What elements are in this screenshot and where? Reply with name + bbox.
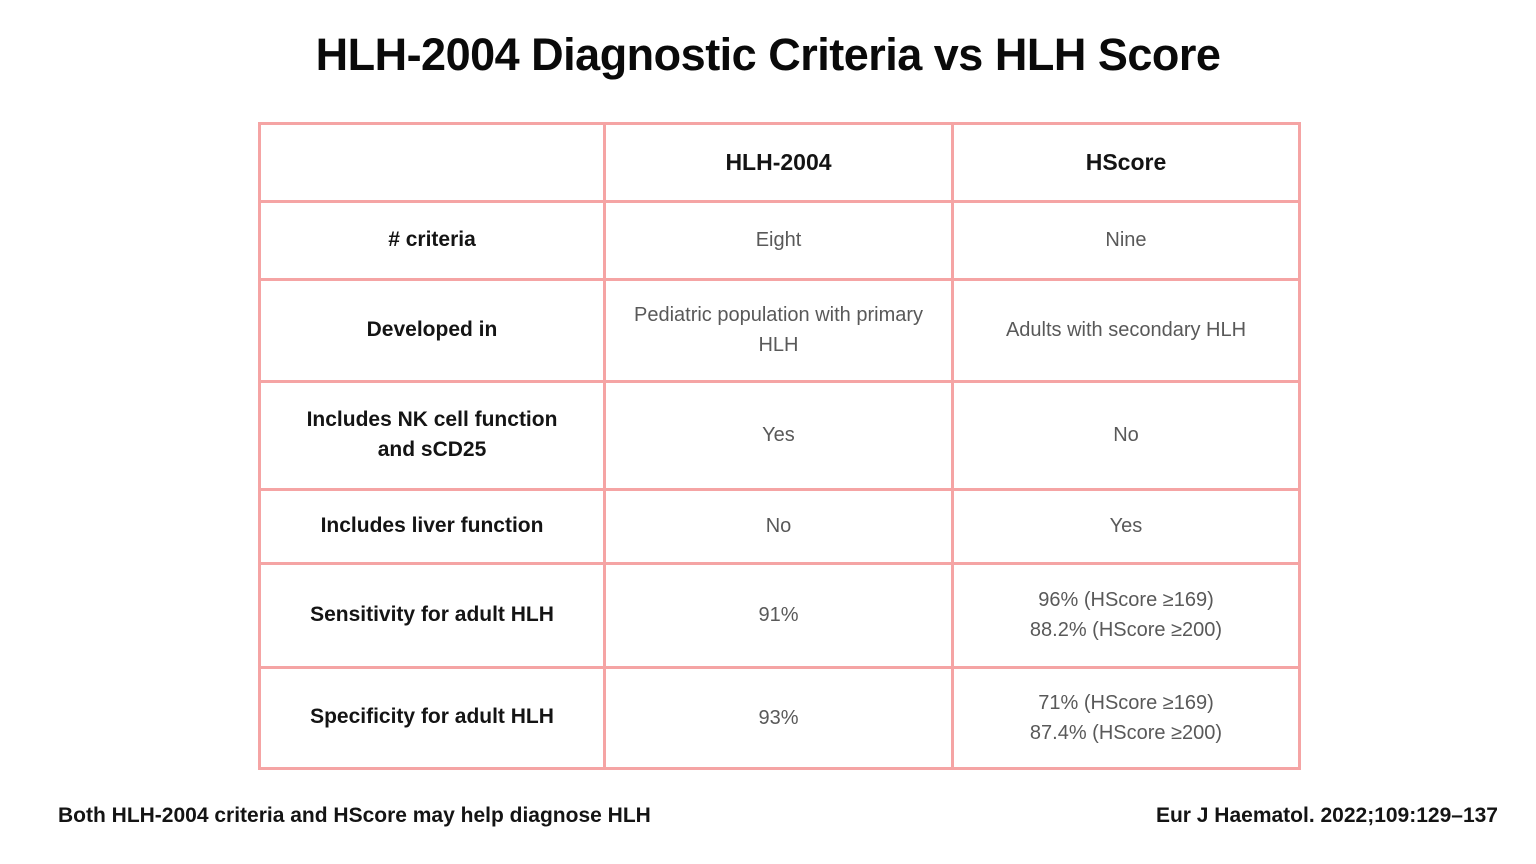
footer: Both HLH-2004 criteria and HScore may he… bbox=[0, 804, 1536, 828]
table-cell-hscore: No bbox=[951, 379, 1301, 491]
table-cell-hlh2004: Yes bbox=[603, 379, 954, 491]
row-label: Includes liver function bbox=[258, 487, 606, 565]
corner-cell bbox=[258, 121, 606, 203]
column-header-hscore: HScore bbox=[951, 121, 1301, 203]
row-label: Developed in bbox=[258, 277, 606, 383]
column-header-hlh2004: HLH-2004 bbox=[603, 121, 954, 203]
page-title: HLH-2004 Diagnostic Criteria vs HLH Scor… bbox=[315, 29, 1221, 80]
takeaway-text: Both HLH-2004 criteria and HScore may he… bbox=[58, 803, 651, 827]
table-header-row: HLH-2004 HScore bbox=[258, 121, 1301, 203]
citation-text: Eur J Haematol. 2022;109:129–137 bbox=[1155, 803, 1498, 827]
table-row: Includes liver function No Yes bbox=[258, 487, 1301, 565]
table-cell-hscore: Adults with secondary HLH bbox=[951, 277, 1301, 383]
table-row: Sensitivity for adult HLH 91% 96% (HScore … bbox=[258, 561, 1301, 669]
table-cell-hlh2004: Eight bbox=[603, 199, 954, 281]
row-label: Includes NK cell function and sCD25 bbox=[258, 379, 606, 491]
table-cell-hscore: 96% (HScore ≥169) 88.2% (HScore ≥200) bbox=[951, 561, 1301, 669]
comparison-table: HLH-2004 HScore # criteria Eight Nine Devel… bbox=[258, 121, 1301, 770]
row-label: # criteria bbox=[258, 199, 606, 281]
table-cell-hlh2004: No bbox=[603, 487, 954, 565]
table-cell-hscore: Yes bbox=[951, 487, 1301, 565]
table-row: Includes NK cell function and sCD25 Yes No bbox=[258, 379, 1301, 491]
table-row: Specificity for adult HLH 93% 71% (HScore … bbox=[258, 665, 1301, 770]
table-cell-hscore: 71% (HScore ≥169) 87.4% (HScore ≥200) bbox=[951, 665, 1301, 770]
table-cell-hlh2004: Pediatric population with primary HLH bbox=[603, 277, 954, 383]
table-row: Developed in Pediatric population with pr… bbox=[258, 277, 1301, 383]
table-body: # criteria Eight Nine Developed in Pediatric… bbox=[258, 199, 1301, 770]
table-cell-hscore: Nine bbox=[951, 199, 1301, 281]
table-row: # criteria Eight Nine bbox=[258, 199, 1301, 281]
table-cell-hlh2004: 93% bbox=[603, 665, 954, 770]
table-cell-hlh2004: 91% bbox=[603, 561, 954, 669]
row-label: Specificity for adult HLH bbox=[258, 665, 606, 770]
row-label: Sensitivity for adult HLH bbox=[258, 561, 606, 669]
